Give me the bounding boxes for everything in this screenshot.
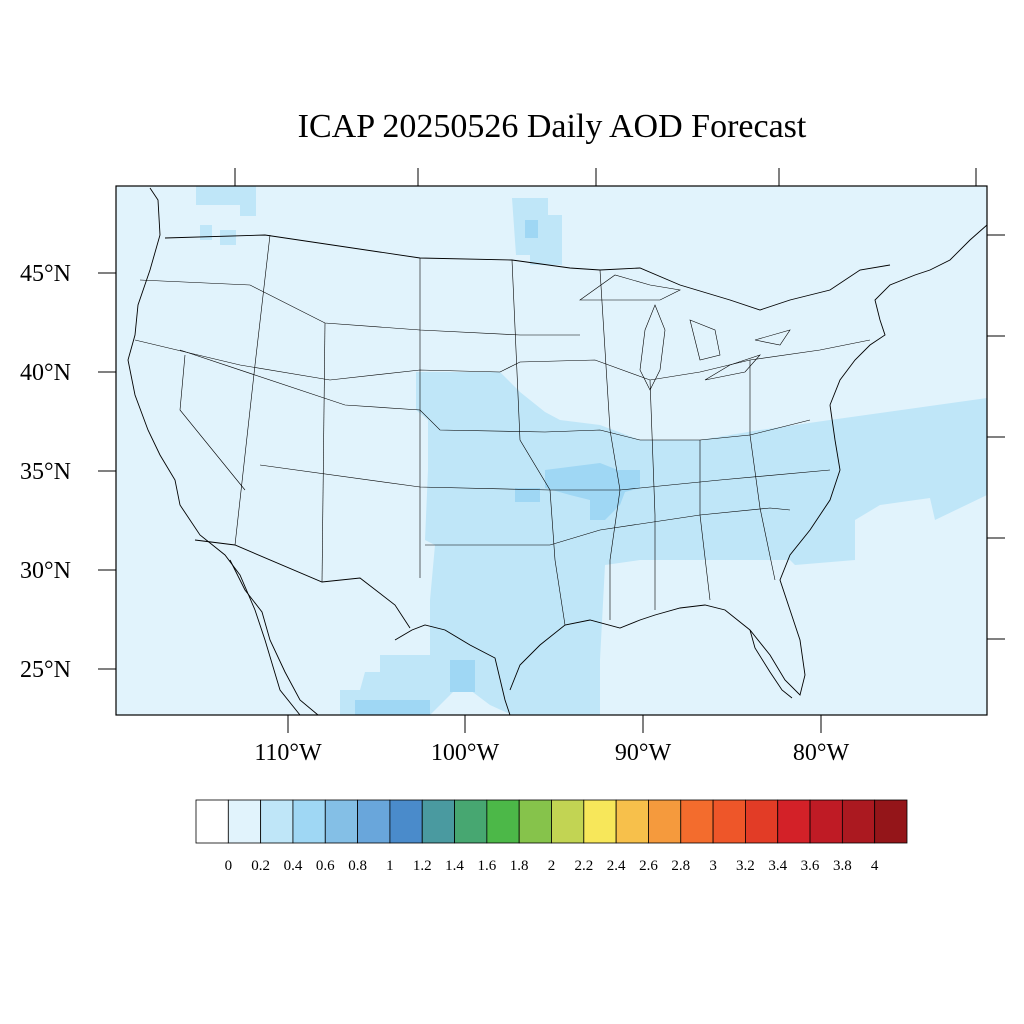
colorbar-swatch-13 [615,799,649,844]
colorbar-label-19: 3.8 [833,858,852,874]
colorbar-swatch-9 [486,799,520,844]
great-lakes-michigan [639,304,666,391]
map-ticks [98,168,1005,733]
colorbar-label-20: 4 [871,858,879,874]
aod-region-minnesota-core [525,220,538,238]
aod-region-pacific-nw [196,186,256,245]
mexico-border [194,539,411,629]
lat-labels: 45°N 40°N 35°N 30°N 25°N [20,261,71,683]
great-lakes-huron [689,319,721,361]
atlantic-coastline [829,224,987,406]
colorbar-swatch-0 [195,799,229,844]
colorbar-swatch-6 [389,799,423,844]
colorbar-swatch-14 [648,799,682,844]
colorbar-label-1: 0.2 [251,858,270,874]
aod-region-ozarks [515,488,540,502]
colorbar-label-12: 2.4 [607,858,626,874]
canada-border [164,234,891,311]
colorbar-swatch-16 [712,799,746,844]
colorbar-label-16: 3.2 [736,858,755,874]
great-lakes-ontario [754,329,791,346]
colorbar-label-3: 0.6 [316,858,335,874]
colorbar-label-17: 3.4 [768,858,787,874]
aod-region-mississippi-valley [545,463,640,520]
state-line-v-4 [511,259,566,626]
colorbar-swatch-20 [841,799,876,844]
state-line-v-5 [599,269,621,620]
state-line-v-3 [321,322,326,583]
colorbar-swatch-8 [454,799,488,844]
colorbar-swatch-17 [745,799,779,844]
colorbar-swatch-2 [260,799,294,844]
lon-label-90: 90°W [615,740,672,766]
colorbar-label-9: 1.8 [510,858,529,874]
pacific-coastline [127,187,301,715]
colorbar-label-0: 0 [225,858,233,874]
colorbar-swatch-15 [680,799,714,844]
colorbar-label-15: 3 [709,858,717,874]
lat-label-45: 45°N [20,261,71,287]
great-lakes-erie [704,354,761,381]
colorbar-swatch-11 [551,799,585,844]
map-panel [116,186,987,715]
colorbar-label-10: 2 [548,858,556,874]
lat-label-40: 40°N [20,360,71,386]
colorbar-swatch-19 [809,799,843,844]
state-line-h-35 [425,507,791,546]
state-line-h-45 [139,279,580,336]
colorbar-swatch-5 [357,799,391,844]
lat-label-30: 30°N [20,558,71,584]
state-line-v-8 [749,360,776,581]
colorbar-label-2: 0.4 [284,858,303,874]
colorbar-swatch-4 [324,799,358,844]
lon-label-100: 100°W [431,740,500,766]
colorbar-label-6: 1.2 [413,858,432,874]
colorbar-swatch-21 [874,799,908,844]
state-line-v-7 [699,440,711,601]
gulf-coastline [394,404,841,715]
colorbar-swatch-12 [583,799,617,844]
lon-label-80: 80°W [793,740,850,766]
lon-label-110: 110°W [254,740,322,766]
lat-label-35: 35°N [20,459,71,485]
state-line-v-6 [649,379,656,610]
colorbar-label-14: 2.8 [671,858,690,874]
colorbar-label-5: 1 [386,858,394,874]
colorbar-swatch-10 [518,799,552,844]
colorbar-label-11: 2.2 [574,858,593,874]
lon-labels: 110°W 100°W 90°W 80°W [254,740,849,766]
colorbar-swatch-7 [421,799,455,844]
state-line-h-37 [259,464,831,491]
page-title: ICAP 20250526 Daily AOD Forecast [297,108,807,145]
aod-region-central-plains [416,372,987,715]
map-frame [115,185,988,716]
state-lines [134,234,871,626]
colorbar-labels: 0 0.2 0.4 0.6 0.8 1 1.2 1.4 1.6 1.8 2 2.2 2.4 2.6 2.8 3… [225,858,879,874]
state-line-h-42 [134,339,871,381]
colorbar-label-8: 1.6 [477,858,496,874]
colorbar-label-7: 1.4 [445,858,464,874]
state-line-h-40 [179,349,811,441]
state-line-v-1 [234,234,271,546]
colorbar [195,799,908,844]
colorbar-label-13: 2.6 [639,858,658,874]
colorbar-label-4: 0.8 [348,858,367,874]
colorbar-swatch-3 [292,799,326,844]
lat-label-25: 25°N [20,657,71,683]
florida [749,629,793,699]
state-line-v-9 [179,354,246,491]
great-lakes-superior [579,274,681,301]
coastlines-and-borders [127,187,987,715]
aod-field-0.6-0.8 [355,220,640,715]
colorbar-swatch-1 [227,799,262,844]
baja-coast [229,559,319,715]
colorbar-label-18: 3.6 [801,858,820,874]
aod-region-texas-border [355,660,475,715]
colorbar-swatch-18 [777,799,811,844]
